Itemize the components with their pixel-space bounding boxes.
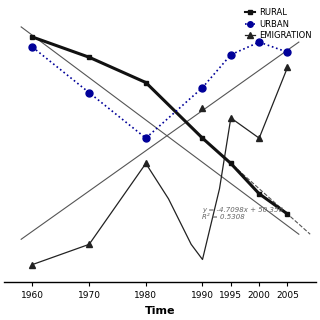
Text: y = -4.7098x + 50.356
R² = 0.5308: y = -4.7098x + 50.356 R² = 0.5308 — [203, 207, 284, 220]
Legend: RURAL, URBAN, EMIGRATION: RURAL, URBAN, EMIGRATION — [245, 8, 312, 40]
X-axis label: Time: Time — [145, 306, 175, 316]
